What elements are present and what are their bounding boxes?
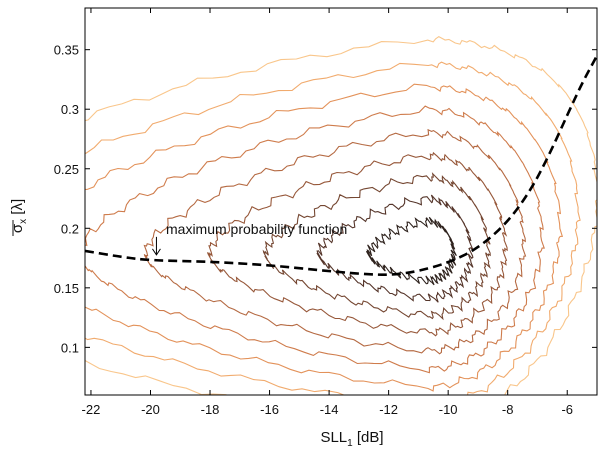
annotation-arrow	[152, 236, 161, 256]
contour-line	[316, 194, 475, 303]
x-tick-label: -22	[82, 402, 101, 417]
contour-line	[85, 83, 564, 392]
contour-line	[85, 61, 581, 395]
x-axis-ticks: -22 -20 -18 -16 -14 -12 -10 -8 -6	[82, 8, 573, 417]
plot-frame	[84, 7, 598, 396]
contour-line	[85, 105, 545, 374]
contour-line	[85, 35, 597, 395]
contour-line	[207, 151, 508, 337]
y-tick-label: 0.1	[61, 340, 79, 355]
contour-line	[143, 128, 527, 355]
y-tick-label: 0.15	[54, 281, 79, 296]
x-tick-label: -18	[201, 402, 220, 417]
x-tick-label: -10	[439, 402, 458, 417]
y-tick-label: 0.35	[54, 43, 79, 58]
x-tick-label: -16	[260, 402, 279, 417]
x-tick-label: -12	[379, 402, 398, 417]
y-axis-ticks: 0.1 0.15 0.2 0.25 0.3 0.35	[54, 43, 597, 355]
x-tick-label: -20	[141, 402, 160, 417]
contour-lines	[85, 35, 597, 395]
x-tick-label: -14	[320, 402, 339, 417]
y-tick-label: 0.3	[61, 102, 79, 117]
annotation-text: maximum probability function	[166, 221, 347, 237]
max-probability-curve	[85, 55, 597, 277]
y-axis-label: σx [λ]	[9, 199, 29, 233]
contour-line	[365, 216, 457, 286]
x-tick-label: -8	[502, 402, 514, 417]
y-tick-label: 0.2	[61, 221, 79, 236]
y-tick-label: 0.25	[54, 162, 79, 177]
x-axis-label: SLL1 [dB]	[320, 429, 383, 449]
contour-line	[262, 172, 491, 321]
x-tick-label: -6	[561, 402, 573, 417]
max-probability-curve-layer	[85, 55, 597, 277]
annotation-arrow-head	[152, 248, 161, 256]
